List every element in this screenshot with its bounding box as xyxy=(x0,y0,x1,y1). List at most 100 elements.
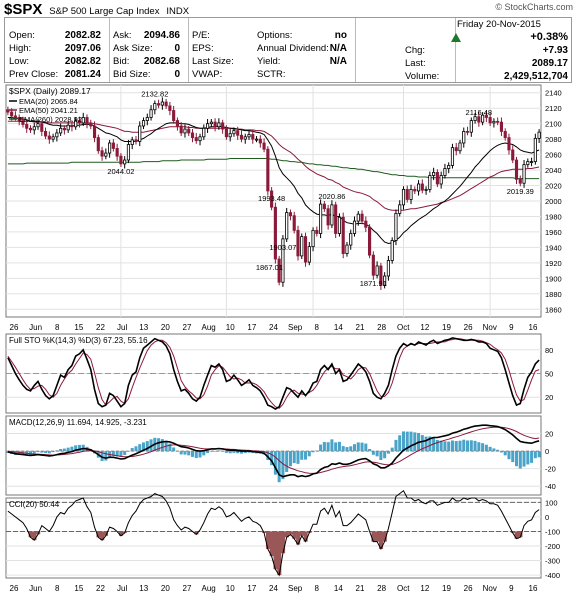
prev-close-value: 2081.24 xyxy=(64,69,101,80)
cci-oversold-area xyxy=(299,531,304,536)
last-size-label: Last Size: xyxy=(192,56,234,67)
y-tick-label: 20 xyxy=(545,393,553,402)
change-value: +7.93 xyxy=(542,45,568,56)
y-tick-label: -40 xyxy=(545,482,556,491)
y-tick-label: 2120 xyxy=(545,104,562,113)
cci-oversold-area xyxy=(303,531,308,542)
macd-histogram-bar xyxy=(194,451,198,459)
options-label: Options: xyxy=(257,30,293,41)
x-tick-label: 17 xyxy=(247,584,256,593)
candle xyxy=(416,183,421,192)
x-tick-label: Nov xyxy=(483,323,497,332)
x-tick-label: 26 xyxy=(464,323,473,332)
volume-value: 2,429,512,704 xyxy=(504,71,568,82)
candle xyxy=(518,178,522,184)
macd-histogram-bar xyxy=(285,451,289,472)
x-tick-label: 26 xyxy=(10,584,19,593)
macd-histogram-bar xyxy=(266,451,270,460)
macd-histogram-bar xyxy=(420,435,424,452)
cci-oversold-area xyxy=(194,531,199,535)
candle xyxy=(303,236,308,263)
cci-oversold-area xyxy=(103,531,109,536)
macd-histogram-bar xyxy=(334,442,338,452)
candle xyxy=(254,138,259,141)
x-tick-label: 20 xyxy=(161,323,170,332)
macd-histogram-bar xyxy=(533,451,537,459)
candle xyxy=(266,148,270,192)
macd-histogram-bar xyxy=(530,451,534,463)
y-tick-label: 1980 xyxy=(545,212,562,221)
candle xyxy=(194,137,198,142)
last-value: 2089.17 xyxy=(531,58,568,69)
cci-oversold-area xyxy=(100,531,105,541)
candle xyxy=(296,229,300,257)
x-tick-label: 24 xyxy=(269,584,278,593)
candle xyxy=(439,175,443,185)
candle xyxy=(319,203,323,234)
macd-histogram-bar xyxy=(183,451,187,455)
y-tick-label: 0 xyxy=(545,513,549,522)
candle xyxy=(383,275,387,286)
vwap-label: VWAP: xyxy=(192,69,223,80)
macd-histogram-bar xyxy=(481,443,485,452)
macd-histogram-bar xyxy=(349,446,353,452)
price-annotation: 1903.07 xyxy=(269,243,296,252)
dividend-label: Annual Dividend: xyxy=(257,43,329,54)
macd-histogram-bar xyxy=(496,449,500,452)
macd-histogram-bar xyxy=(405,431,409,452)
candle xyxy=(172,110,176,121)
x-tick-label: 13 xyxy=(139,584,148,593)
options-value: no xyxy=(334,30,347,41)
cci-oversold-area xyxy=(514,531,519,539)
macd-histogram-bar xyxy=(123,451,127,455)
macd-histogram-bar xyxy=(488,446,492,452)
candle xyxy=(522,164,526,184)
macd-histogram-bar xyxy=(526,451,530,465)
candle xyxy=(224,128,228,138)
x-tick-label: 8 xyxy=(55,584,60,593)
macd-histogram-bar xyxy=(371,451,375,455)
macd-histogram-bar xyxy=(394,439,398,452)
x-tick-label: 8 xyxy=(315,323,320,332)
x-tick-label: Sep xyxy=(288,584,303,593)
price-annotation: 2132.82 xyxy=(141,90,168,99)
candle xyxy=(153,103,157,111)
candle xyxy=(514,159,519,180)
candle xyxy=(47,135,51,140)
candle xyxy=(386,260,390,277)
macd-histogram-bar xyxy=(17,451,21,455)
x-tick-label: 10 xyxy=(226,584,235,593)
x-tick-label: Sep xyxy=(288,323,303,332)
candle xyxy=(228,133,232,138)
macd-histogram-bar xyxy=(447,441,451,452)
candle xyxy=(488,117,492,124)
y-tick-label: 1880 xyxy=(545,290,562,299)
macd-histogram-bar xyxy=(454,441,458,452)
macd-histogram-bar xyxy=(398,435,402,452)
candle xyxy=(198,136,202,142)
x-tick-label: 15 xyxy=(74,323,83,332)
candle xyxy=(217,122,221,128)
macd-histogram-bar xyxy=(337,441,341,452)
macd-histogram-bar xyxy=(32,451,36,454)
candle xyxy=(13,115,17,118)
candle xyxy=(213,121,217,128)
cci-oversold-area xyxy=(292,531,297,539)
x-tick-label: 12 xyxy=(420,323,429,332)
macd-histogram-bar xyxy=(130,448,134,452)
security-name: S&P 500 Large Cap Index xyxy=(49,6,160,17)
candle xyxy=(190,132,195,138)
brand[interactable]: © StockCharts.com xyxy=(495,2,573,12)
candle xyxy=(311,229,315,248)
price-annotation: 1993.48 xyxy=(258,194,285,203)
x-tick-label: Aug xyxy=(202,323,216,332)
candle xyxy=(111,142,115,149)
cci-title: CCI(20) 50.44 xyxy=(9,500,60,509)
macd-histogram-bar xyxy=(439,440,443,452)
x-tick-label: Nov xyxy=(483,584,497,593)
cci-oversold-area xyxy=(277,531,282,576)
candle xyxy=(270,190,274,208)
candle xyxy=(149,109,153,118)
candle xyxy=(179,125,183,134)
